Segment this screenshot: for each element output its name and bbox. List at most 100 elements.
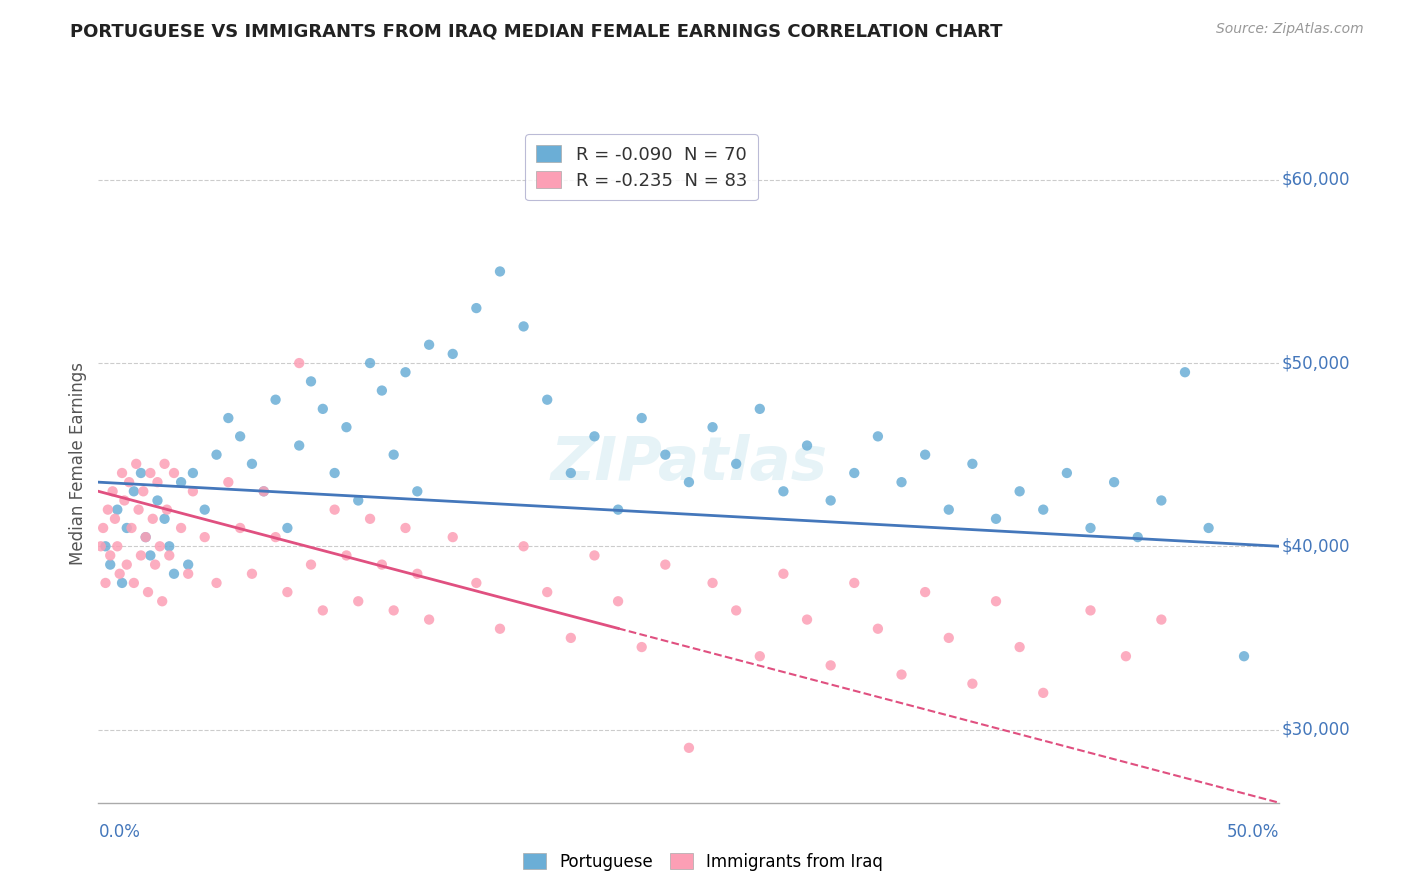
Point — [143, 558, 166, 572]
Point — [115, 558, 138, 572]
Point — [105, 502, 128, 516]
Point — [181, 466, 204, 480]
Point — [194, 530, 217, 544]
Point — [382, 603, 405, 617]
Text: ZIPatlas: ZIPatlas — [550, 434, 828, 493]
Point — [115, 521, 138, 535]
Point — [748, 649, 770, 664]
Point — [359, 512, 381, 526]
Point — [1198, 521, 1220, 535]
Point — [121, 521, 143, 535]
Point — [264, 392, 287, 407]
Point — [323, 502, 346, 516]
Point — [1080, 603, 1102, 617]
Point — [108, 566, 131, 581]
Y-axis label: Median Female Earnings: Median Female Earnings — [69, 362, 87, 566]
Point — [371, 384, 394, 398]
Point — [347, 493, 370, 508]
Point — [938, 502, 960, 516]
Point — [1008, 640, 1031, 654]
Point — [111, 576, 134, 591]
Point — [583, 429, 606, 443]
Point — [97, 502, 120, 516]
Point — [938, 631, 960, 645]
Point — [253, 484, 276, 499]
Point — [583, 549, 606, 563]
Point — [170, 475, 193, 490]
Point — [844, 466, 866, 480]
Point — [406, 484, 429, 499]
Point — [489, 264, 512, 278]
Point — [1126, 530, 1149, 544]
Text: PORTUGUESE VS IMMIGRANTS FROM IRAQ MEDIAN FEMALE EARNINGS CORRELATION CHART: PORTUGUESE VS IMMIGRANTS FROM IRAQ MEDIA… — [70, 22, 1002, 40]
Point — [146, 493, 169, 508]
Point — [181, 484, 204, 499]
Point — [264, 530, 287, 544]
Text: $40,000: $40,000 — [1282, 537, 1350, 556]
Point — [129, 466, 152, 480]
Text: 50.0%: 50.0% — [1227, 823, 1279, 841]
Point — [607, 502, 630, 516]
Point — [157, 539, 180, 553]
Point — [702, 576, 724, 591]
Point — [796, 613, 818, 627]
Point — [240, 566, 263, 581]
Point — [630, 411, 652, 425]
Point — [1008, 484, 1031, 499]
Point — [984, 594, 1007, 608]
Point — [512, 539, 534, 553]
Point — [914, 448, 936, 462]
Point — [820, 493, 842, 508]
Point — [288, 438, 311, 452]
Point — [890, 667, 912, 681]
Point — [136, 585, 159, 599]
Point — [122, 576, 145, 591]
Point — [170, 521, 193, 535]
Point — [90, 539, 112, 553]
Point — [94, 576, 117, 591]
Point — [205, 448, 228, 462]
Point — [335, 549, 357, 563]
Point — [654, 558, 676, 572]
Point — [748, 401, 770, 416]
Point — [94, 539, 117, 553]
Point — [312, 401, 335, 416]
Point — [98, 549, 121, 563]
Point — [146, 475, 169, 490]
Point — [205, 576, 228, 591]
Point — [91, 521, 114, 535]
Point — [177, 558, 200, 572]
Point — [1150, 493, 1173, 508]
Point — [512, 319, 534, 334]
Point — [890, 475, 912, 490]
Text: $60,000: $60,000 — [1282, 171, 1350, 189]
Point — [394, 521, 416, 535]
Point — [139, 549, 162, 563]
Point — [101, 484, 124, 499]
Point — [153, 512, 176, 526]
Point — [772, 566, 794, 581]
Point — [194, 502, 217, 516]
Point — [276, 585, 298, 599]
Point — [1233, 649, 1256, 664]
Point — [125, 457, 148, 471]
Point — [149, 539, 172, 553]
Point — [844, 576, 866, 591]
Text: $30,000: $30,000 — [1282, 721, 1350, 739]
Point — [104, 512, 127, 526]
Point — [359, 356, 381, 370]
Point — [914, 585, 936, 599]
Point — [536, 585, 558, 599]
Point — [725, 457, 748, 471]
Point — [157, 549, 180, 563]
Point — [371, 558, 394, 572]
Point — [323, 466, 346, 480]
Point — [441, 347, 464, 361]
Point — [111, 466, 134, 480]
Point — [229, 521, 252, 535]
Point — [150, 594, 173, 608]
Legend: R = -0.090  N = 70, R = -0.235  N = 83: R = -0.090 N = 70, R = -0.235 N = 83 — [526, 134, 758, 201]
Point — [1115, 649, 1137, 664]
Point — [654, 448, 676, 462]
Point — [796, 438, 818, 452]
